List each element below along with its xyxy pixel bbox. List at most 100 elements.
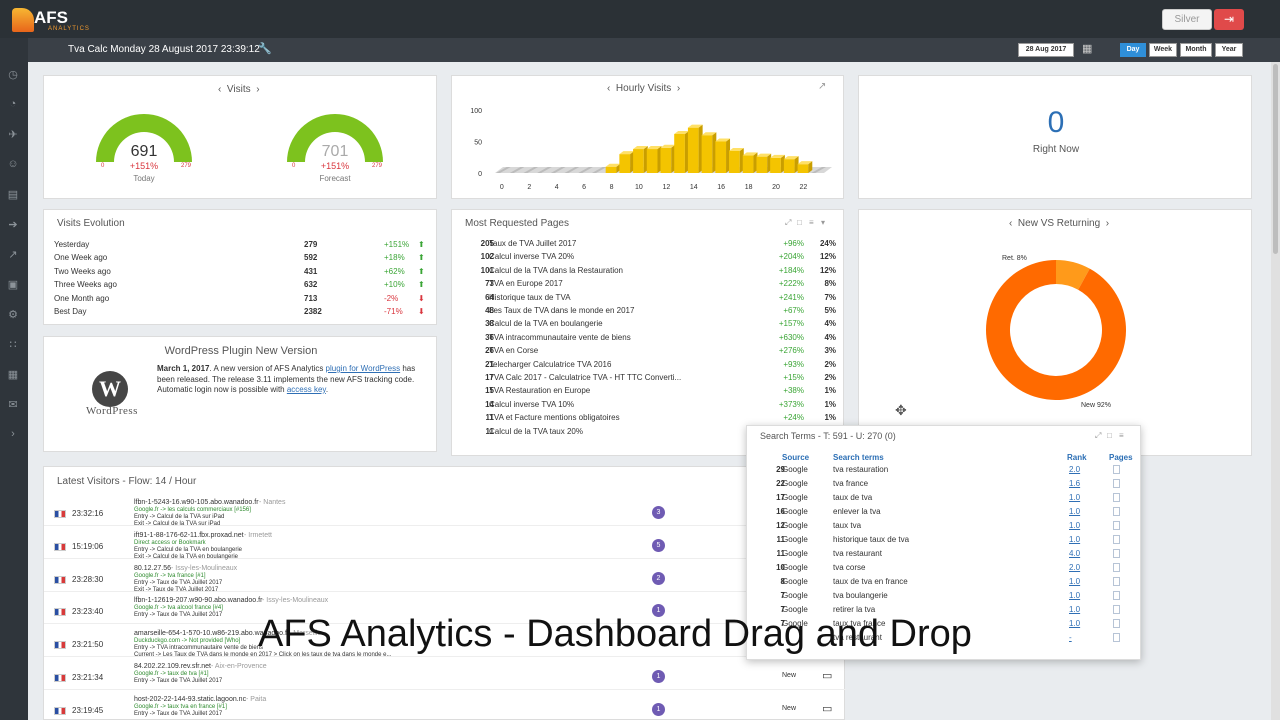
period-year-button[interactable]: Year xyxy=(1215,43,1243,57)
prev-icon[interactable]: ‹ xyxy=(607,83,611,94)
page-name[interactable]: Telecharger Calculatrice TVA 2016 xyxy=(489,359,612,369)
search-term-row[interactable]: 17 Google taux de tva 1.0 xyxy=(757,493,1129,507)
search-term-row[interactable]: 8 Google taux de tva en france 1.0 xyxy=(757,577,1129,591)
term-rank[interactable]: 4.0 xyxy=(1069,549,1081,558)
rocket-icon[interactable]: ↗ xyxy=(8,249,18,261)
search-term-row[interactable]: 7 Google tva boulangerie 1.0 xyxy=(757,591,1129,605)
page-row[interactable]: 48 Les Taux de TVA dans le monde en 2017 +… xyxy=(464,306,836,319)
visitor-row[interactable]: 23:28:30 80.12.27.56 - Issy-les-Moulineau… xyxy=(44,565,846,593)
page-row[interactable]: 15 TVA Restauration en Europe +38% 1% xyxy=(464,386,836,399)
page-row[interactable]: 38 Calcul de la TVA en boulangerie +157% 4% xyxy=(464,319,836,332)
page-row[interactable]: 73 TVA en Europe 2017 +222% 8% xyxy=(464,279,836,292)
page-name[interactable]: Calcul inverse TVA 10% xyxy=(489,399,575,409)
page-count-badge[interactable]: 1 xyxy=(652,604,665,618)
visitor-row[interactable]: 23:21:50 amarseille-654-1-570-10.w86-219.… xyxy=(44,630,846,658)
page-row[interactable]: 102 Calcul inverse TVA 20% +204% 12% xyxy=(464,252,836,265)
search-term-row[interactable]: tva restaurant - xyxy=(757,633,1129,647)
period-week-button[interactable]: Week xyxy=(1149,43,1177,57)
calendar-icon[interactable]: ▦ xyxy=(1082,43,1093,55)
document-icon[interactable]: ▤ xyxy=(7,189,19,201)
page-count-badge[interactable]: 1 xyxy=(652,670,665,683)
page-row[interactable]: 26 TVA en Corse +276% 3% xyxy=(464,346,836,359)
page-row[interactable]: 17 TVA Calc 2017 - Calculatrice TVA - HT … xyxy=(464,373,836,386)
term-rank[interactable]: 1.0 xyxy=(1069,493,1081,502)
access-key-link[interactable]: access key xyxy=(286,385,326,394)
visitor-row[interactable]: 23:32:16 lfbn-1-5243-16.w90-105.abo.wanad… xyxy=(44,499,846,527)
page-row[interactable]: 205 Taux de TVA Juillet 2017 +96% 24% xyxy=(464,239,836,252)
clock-icon[interactable]: ◷ xyxy=(8,69,18,81)
hourly-bar[interactable] xyxy=(729,150,740,173)
page-count-badge[interactable]: 3 xyxy=(652,506,665,519)
wordpress-plugin-link[interactable]: plugin for WordPress xyxy=(325,364,401,373)
hourly-bar[interactable] xyxy=(783,159,795,173)
entry-icon[interactable]: ➔ xyxy=(8,219,18,231)
hourly-bar[interactable] xyxy=(742,155,754,173)
page-count-badge[interactable]: 5 xyxy=(652,538,665,552)
visitor-row[interactable]: 23:21:34 84.202.22.109.rev.sfr.net - Aix-… xyxy=(44,663,846,690)
next-icon[interactable]: › xyxy=(676,83,681,94)
term-rank[interactable]: 1.0 xyxy=(1069,577,1081,586)
term-text[interactable]: tva corse xyxy=(833,563,866,572)
window-icon[interactable]: □ xyxy=(1107,431,1112,440)
hourly-bar[interactable] xyxy=(605,166,617,173)
page-row[interactable]: 101 Calcul de la TVA dans la Restauration… xyxy=(464,266,836,279)
search-terms-panel[interactable]: Search Terms - T: 591 - U: 270 (0) ⤢ □ ≡… xyxy=(746,425,1141,660)
page-count-badge[interactable]: 2 xyxy=(652,571,665,585)
term-rank[interactable]: 2.0 xyxy=(1069,563,1081,572)
term-text[interactable]: taux de tva xyxy=(833,493,873,502)
page-name[interactable]: TVA en Corse xyxy=(489,346,539,356)
search-term-row[interactable]: 29 Google tva restauration 2.0 xyxy=(757,465,1129,479)
term-text[interactable]: taux de tva en france xyxy=(833,577,908,586)
page-row[interactable]: 36 TVA intracommunautaire vente de biens +… xyxy=(464,333,836,346)
page-row[interactable]: 11 Calcul de la TVA taux 20% xyxy=(464,427,836,440)
hourly-bar[interactable] xyxy=(619,154,631,173)
briefcase-icon[interactable]: ▣ xyxy=(7,279,19,291)
line-chart-icon[interactable]: ↗ xyxy=(818,81,827,92)
visitor-host[interactable]: 84.202.22.109.rev.sfr.net xyxy=(134,663,211,670)
term-rank[interactable]: 1.0 xyxy=(1069,521,1081,530)
page-name[interactable]: Calcul de la TVA taux 20% xyxy=(489,426,583,436)
gear-icon[interactable]: ⚙ xyxy=(8,309,18,321)
search-term-row[interactable]: 7 Google taux tva france 1.0 xyxy=(757,619,1129,633)
page-name[interactable]: TVA en Europe 2017 xyxy=(489,279,563,289)
new-slice[interactable] xyxy=(986,260,1126,400)
term-rank[interactable]: 1.0 xyxy=(1069,591,1081,600)
hourly-bar[interactable] xyxy=(701,135,713,173)
visitor-row[interactable]: 15:19:06 ift91-1-88-176-62-11.fbx.proxad.… xyxy=(44,532,846,560)
term-text[interactable]: taux tva xyxy=(833,521,862,530)
search-term-row[interactable]: 11 Google tva restaurant 4.0 xyxy=(757,549,1129,563)
next-icon[interactable]: › xyxy=(1105,218,1110,229)
afs-logo[interactable]: AFS ANALYTICS xyxy=(12,6,89,34)
visitor-host[interactable]: lfbn-1-12619-207.w90-90.abo.wanadoo.fr xyxy=(134,597,263,605)
term-text[interactable]: retirer la tva xyxy=(833,605,876,614)
date-picker[interactable]: 28 Aug 2017 xyxy=(1018,43,1074,57)
hourly-bar[interactable] xyxy=(770,157,781,173)
page-count-badge[interactable]: 1 xyxy=(652,702,665,716)
term-text[interactable]: historique taux de tva xyxy=(833,535,910,544)
hourly-bar[interactable] xyxy=(660,147,672,173)
hourly-bar[interactable] xyxy=(756,156,768,173)
page-name[interactable]: Historique taux de TVA xyxy=(489,292,571,302)
expand-icon[interactable]: › xyxy=(11,428,15,440)
period-month-button[interactable]: Month xyxy=(1180,43,1212,57)
term-rank[interactable]: 1.0 xyxy=(1069,605,1081,614)
page-row[interactable]: 14 Calcul inverse TVA 10% +373% 1% xyxy=(464,400,836,413)
report-icon[interactable]: ▦ xyxy=(7,369,19,381)
plan-button[interactable]: Silver xyxy=(1162,9,1212,30)
users-icon[interactable]: ☺ xyxy=(7,158,19,170)
prev-icon[interactable]: ‹ xyxy=(1009,218,1013,229)
header-pages[interactable]: Pages xyxy=(1109,453,1133,462)
expand-icon[interactable]: ⤢ xyxy=(785,218,792,227)
menu-icon[interactable]: ≡ xyxy=(1119,431,1124,440)
search-term-row[interactable]: 22 Google tva france 1.6 xyxy=(757,479,1129,493)
period-day-button[interactable]: Day xyxy=(1120,43,1146,57)
term-rank[interactable]: - xyxy=(1069,633,1072,642)
mail-icon[interactable]: ✉ xyxy=(8,399,18,411)
page-name[interactable]: Taux de TVA Juillet 2017 xyxy=(489,239,577,248)
wrench-icon[interactable]: 🔧 xyxy=(258,43,272,55)
search-term-row[interactable]: 11 Google historique taux de tva 1.0 xyxy=(757,535,1129,549)
visitor-row[interactable]: 23:23:40 lfbn-1-12619-207.w90-90.abo.wana… xyxy=(44,597,846,625)
page-name[interactable]: Calcul de la TVA en boulangerie xyxy=(489,319,603,329)
term-text[interactable]: tva restaurant xyxy=(833,549,882,558)
window-icon[interactable]: □ xyxy=(797,218,802,227)
